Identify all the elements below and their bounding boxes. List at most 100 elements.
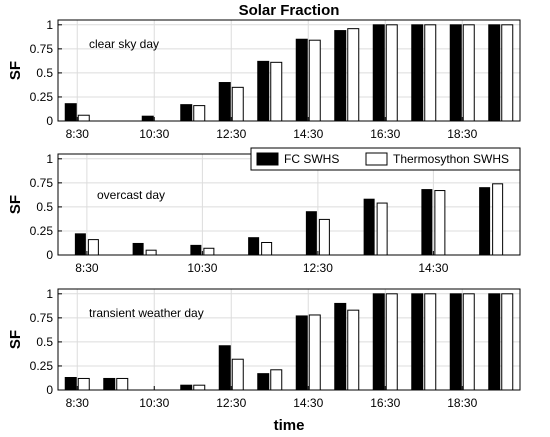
bar-fc-swhs xyxy=(132,242,144,256)
y-tick-label: 1 xyxy=(46,287,53,301)
panel-annotation: clear sky day xyxy=(89,37,159,51)
bar-thermosython-swhs xyxy=(116,377,129,391)
bar-fc-swhs xyxy=(411,24,424,122)
x-tick-label: 14:30 xyxy=(418,261,448,275)
bar-thermosython-swhs xyxy=(318,218,330,256)
x-tick-label: 16:30 xyxy=(370,396,400,410)
bar-fc-swhs xyxy=(449,24,462,122)
bar-thermosython-swhs xyxy=(145,249,157,256)
bar-thermosython-swhs xyxy=(462,293,475,391)
y-tick-label: 0.75 xyxy=(30,42,54,56)
bar-fc-swhs xyxy=(180,104,193,122)
bar-thermosython-swhs xyxy=(270,61,283,122)
bar-thermosython-swhs xyxy=(77,377,90,391)
bar-fc-swhs xyxy=(411,293,424,391)
bar-thermosython-swhs xyxy=(492,183,504,256)
bar-fc-swhs xyxy=(488,24,501,122)
y-tick-label: 0.25 xyxy=(30,224,54,238)
legend: FC SWHS Thermosython SWHS xyxy=(250,147,521,171)
x-tick-label: 16:30 xyxy=(370,127,400,141)
bar-thermosython-swhs xyxy=(347,309,360,391)
x-tick-label: 12:30 xyxy=(216,396,246,410)
bar-thermosython-swhs xyxy=(231,86,244,122)
x-tick-label: 12:30 xyxy=(216,127,246,141)
plot-area xyxy=(58,20,520,121)
bar-fc-swhs xyxy=(488,293,501,391)
plot-area xyxy=(58,289,520,390)
bar-thermosython-swhs xyxy=(308,314,321,391)
bar-fc-swhs xyxy=(479,187,491,256)
bar-fc-swhs xyxy=(248,237,260,256)
panel-annotation: transient weather day xyxy=(89,306,204,320)
bar-thermosython-swhs xyxy=(231,358,244,391)
y-tick-label: 0.5 xyxy=(36,66,53,80)
y-tick-label: 0.5 xyxy=(36,335,53,349)
bar-fc-swhs xyxy=(295,38,308,122)
axes-frame xyxy=(57,19,521,122)
bar-thermosython-swhs xyxy=(501,24,514,122)
x-tick-label: 10:30 xyxy=(139,127,169,141)
bar-fc-swhs xyxy=(218,345,231,391)
bar-thermosython-swhs xyxy=(261,241,273,256)
bar-fc-swhs xyxy=(372,293,385,391)
bar-fc-swhs xyxy=(334,30,347,122)
y-tick-label: 0.25 xyxy=(30,359,54,373)
y-axis-label: SF xyxy=(7,330,24,349)
bar-thermosython-swhs xyxy=(501,293,514,391)
bar-fc-swhs xyxy=(64,376,77,391)
bar-thermosython-swhs xyxy=(385,293,398,391)
bar-thermosython-swhs xyxy=(424,24,437,122)
panel-2: 0 0.25 0.5 0.75 1 8:30 10:30 12:30 14:30 overcast… xyxy=(7,152,521,275)
bar-thermosython-swhs xyxy=(193,384,206,391)
legend-swatch xyxy=(365,152,388,166)
y-axis-label: SF xyxy=(7,61,24,80)
bar-fc-swhs xyxy=(334,302,347,391)
bar-thermosython-swhs xyxy=(87,239,99,256)
y-tick-label: 1 xyxy=(46,152,53,166)
y-tick-label: 0 xyxy=(46,248,53,262)
bar-thermosython-swhs xyxy=(347,28,360,122)
y-axis-label: SF xyxy=(7,195,24,214)
bar-thermosython-swhs xyxy=(270,369,283,391)
x-tick-label: 10:30 xyxy=(187,261,217,275)
bar-fc-swhs xyxy=(74,233,86,256)
bar-fc-swhs xyxy=(141,115,154,122)
axes-frame xyxy=(57,288,521,391)
bar-fc-swhs xyxy=(305,211,317,256)
bar-fc-swhs xyxy=(64,103,77,122)
bar-fc-swhs xyxy=(190,244,202,256)
x-axis-label: time xyxy=(274,417,305,434)
x-tick-label: 12:30 xyxy=(303,261,333,275)
y-tick-label: 0 xyxy=(46,114,53,128)
y-tick-label: 0.75 xyxy=(30,311,54,325)
y-tick-label: 1 xyxy=(46,18,53,32)
bar-thermosython-swhs xyxy=(424,293,437,391)
legend-entry-label: Thermosython SWHS xyxy=(393,152,509,166)
bar-thermosython-swhs xyxy=(385,24,398,122)
bar-fc-swhs xyxy=(218,82,231,122)
legend-entry-label: FC SWHS xyxy=(284,152,339,166)
bar-fc-swhs xyxy=(257,60,270,122)
x-tick-label: 18:30 xyxy=(447,396,477,410)
bar-thermosython-swhs xyxy=(462,24,475,122)
bar-thermosython-swhs xyxy=(203,247,215,256)
x-tick-label: 8:30 xyxy=(66,127,90,141)
y-tick-label: 0.75 xyxy=(30,176,54,190)
x-tick-label: 18:30 xyxy=(447,127,477,141)
bar-thermosython-swhs xyxy=(77,114,90,122)
bar-thermosython-swhs xyxy=(376,202,388,256)
bar-fc-swhs xyxy=(180,384,193,391)
chart-title: Solar Fraction xyxy=(239,2,340,19)
bar-fc-swhs xyxy=(372,24,385,122)
bar-fc-swhs xyxy=(295,315,308,391)
bar-fc-swhs xyxy=(103,377,116,391)
bar-fc-swhs xyxy=(449,293,462,391)
y-tick-label: 0.25 xyxy=(30,90,54,104)
panel-annotation: overcast day xyxy=(97,188,165,202)
x-tick-label: 14:30 xyxy=(293,127,323,141)
y-tick-label: 0.5 xyxy=(36,200,53,214)
